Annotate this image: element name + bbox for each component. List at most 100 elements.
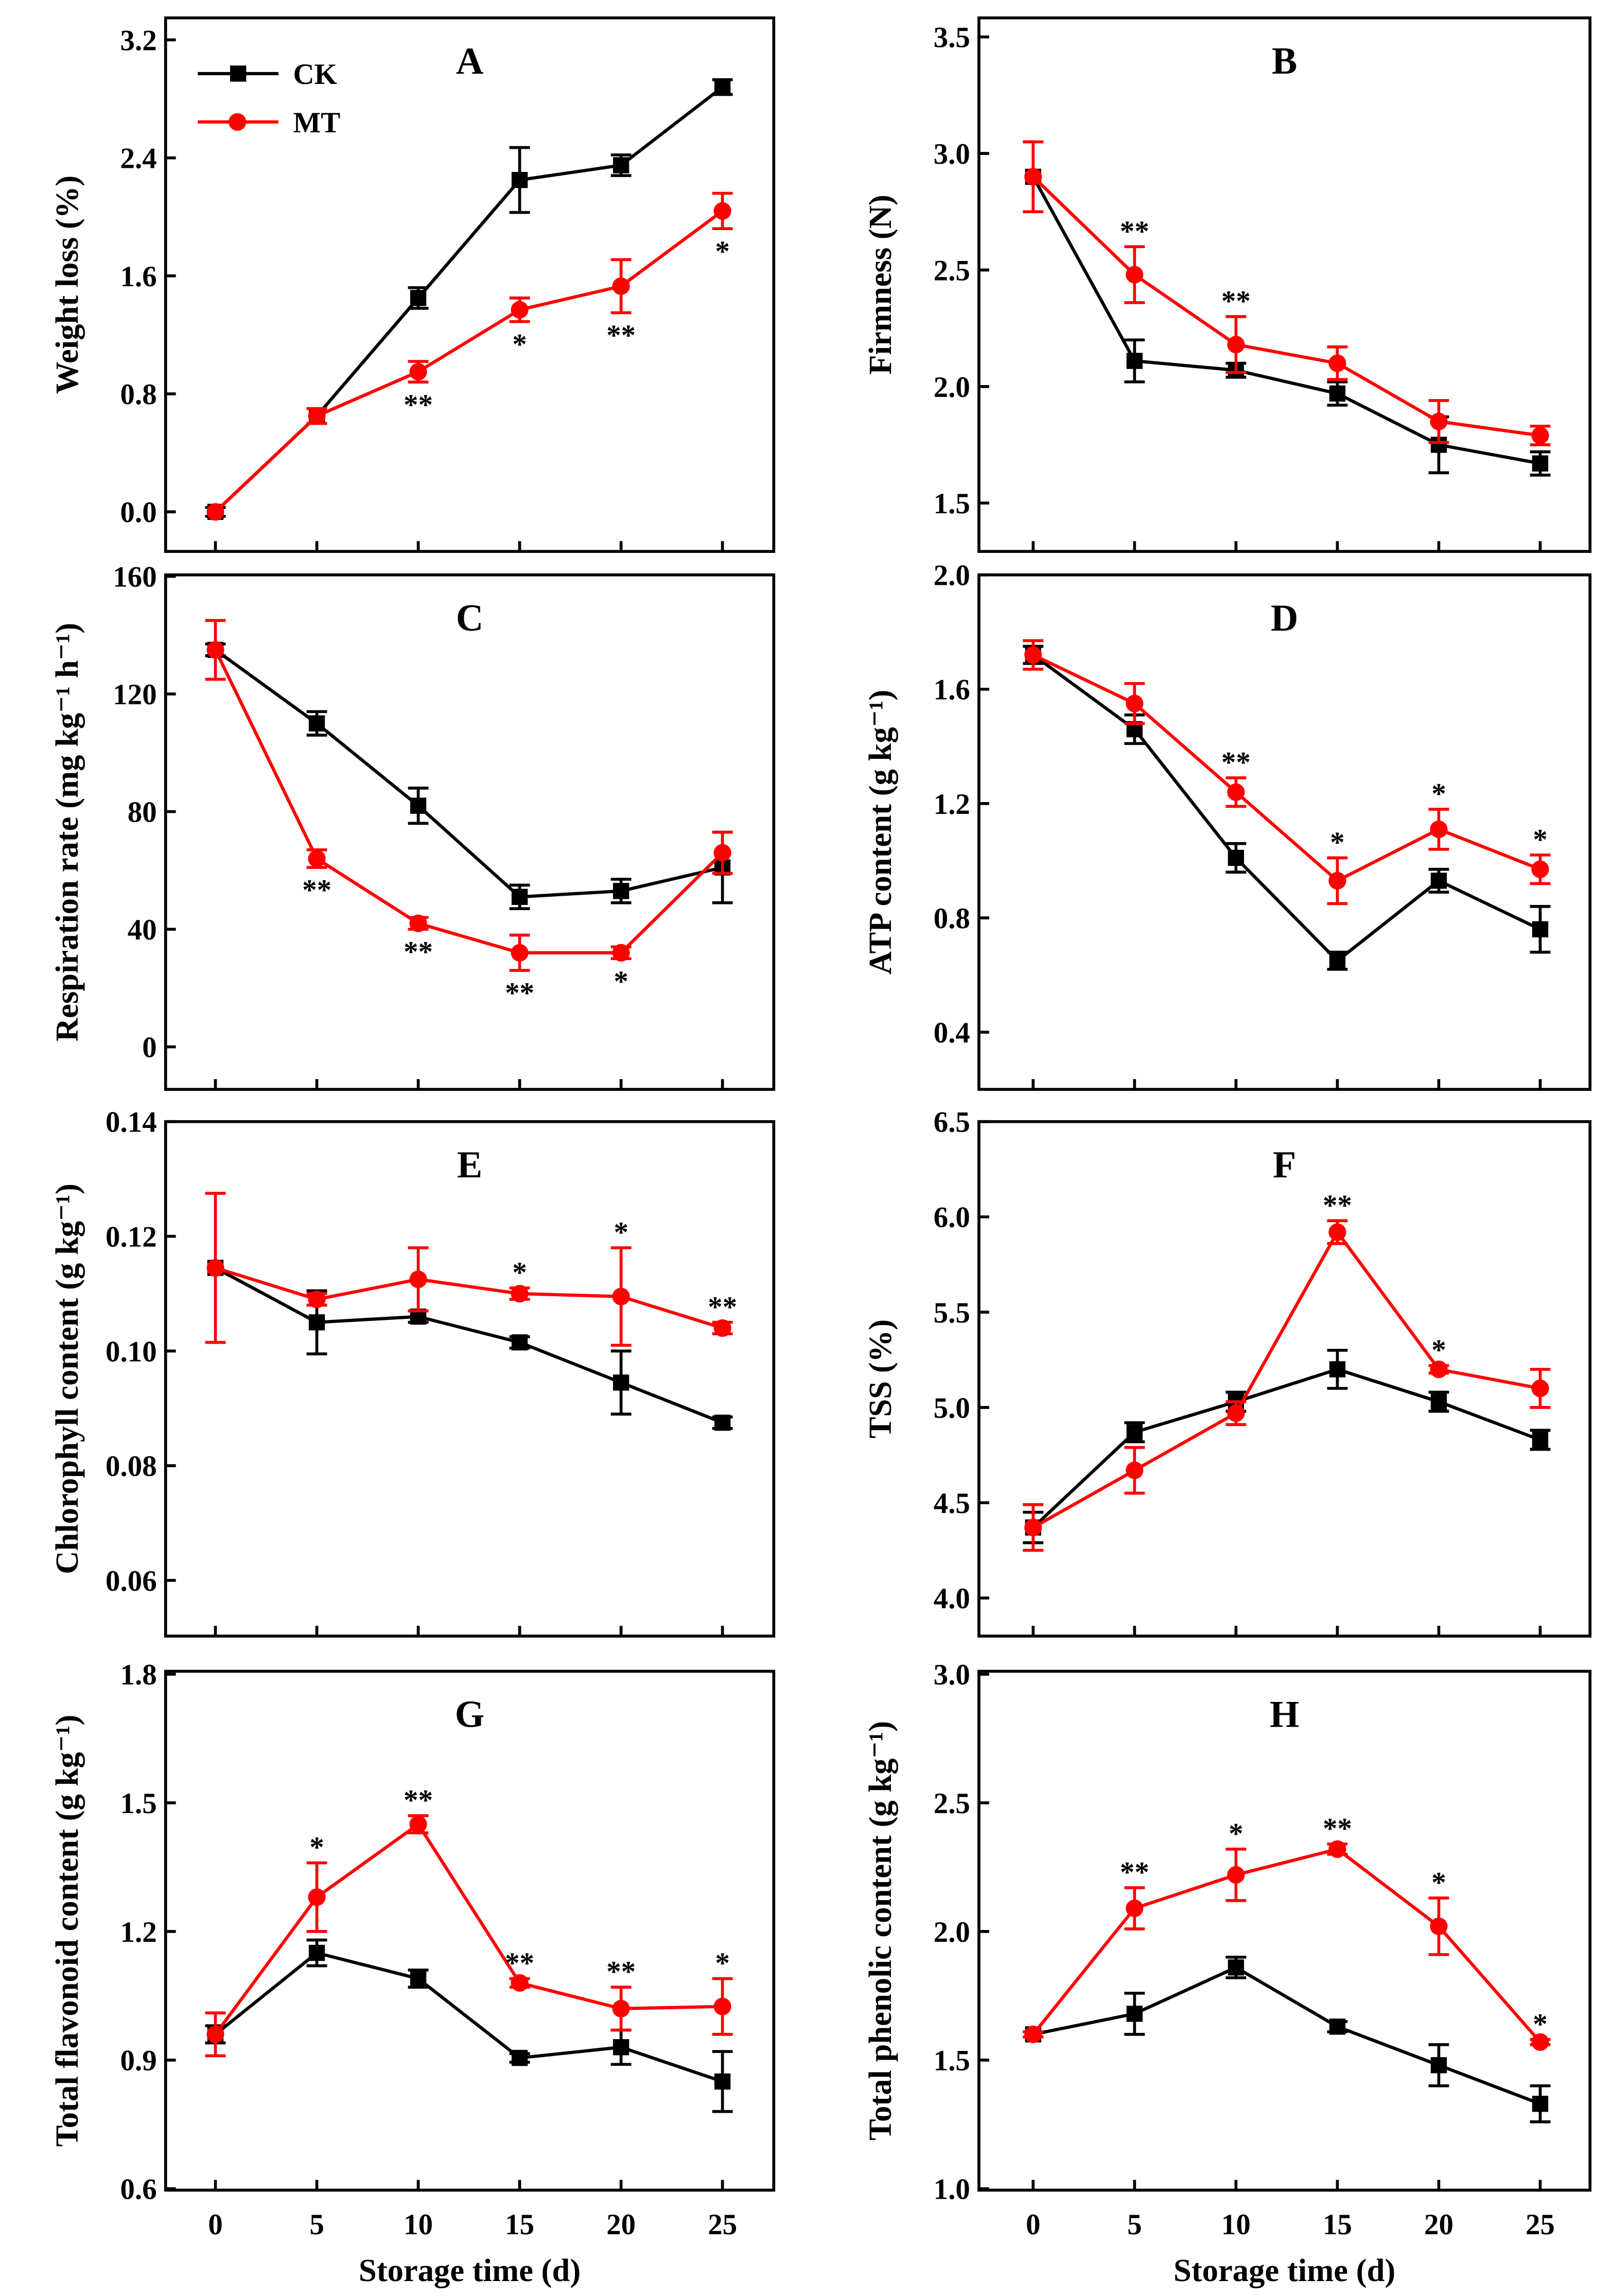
series-line	[214, 648, 723, 899]
data-point	[1228, 1959, 1245, 1976]
x-tick-label: 5	[1127, 2208, 1142, 2241]
panel-label: G	[455, 1694, 485, 1736]
plot-frame	[977, 1120, 1592, 1638]
data-point	[308, 849, 326, 868]
series-line	[214, 85, 724, 513]
series-ck	[1023, 645, 1551, 971]
series-line	[1032, 653, 1541, 963]
series-line	[1032, 1367, 1541, 1529]
plot-frame	[164, 573, 776, 1091]
significance-mark: **	[302, 874, 331, 907]
panel-label: A	[456, 40, 483, 82]
data-point	[1430, 873, 1447, 889]
data-point	[1024, 2025, 1042, 2043]
data-point	[1531, 426, 1549, 444]
y-tick-label: 0.12	[106, 1221, 157, 1253]
significance-mark: *	[614, 1216, 628, 1248]
data-point	[1531, 1379, 1549, 1398]
legend-marker	[229, 113, 247, 131]
series-mt	[1023, 1840, 1551, 2051]
x-tick-label: 10	[404, 2208, 433, 2241]
data-point	[714, 2073, 731, 2090]
data-point	[206, 2025, 224, 2043]
data-point	[1531, 860, 1549, 878]
y-tick-label: 0.9	[120, 2045, 156, 2077]
series-ck	[1023, 1349, 1551, 1544]
y-tick-label: 0.8	[120, 378, 156, 411]
series-ck	[1023, 1955, 1551, 2124]
series-line	[214, 1951, 723, 2083]
data-point	[1329, 1361, 1346, 1378]
data-point	[612, 944, 630, 962]
y-tick-label: 120	[113, 679, 156, 711]
data-point	[1329, 385, 1346, 402]
series-ck	[205, 78, 733, 520]
data-point	[308, 715, 325, 732]
data-point	[713, 844, 731, 862]
y-axis-label: TSS (%)	[862, 1319, 898, 1438]
significance-mark: *	[1431, 1334, 1446, 1366]
x-tick-label: 0	[1026, 2208, 1040, 2241]
data-point	[1430, 1917, 1448, 1935]
series-mt	[1023, 639, 1551, 906]
y-tick-label: 1.6	[120, 260, 156, 293]
plot-frame	[164, 1120, 776, 1638]
panel-label: D	[1271, 597, 1298, 639]
data-point	[1227, 783, 1245, 801]
panel-label: F	[1273, 1144, 1296, 1186]
significance-mark: **	[404, 1784, 433, 1817]
series-mt	[205, 1814, 733, 2058]
data-point	[612, 1288, 630, 1306]
y-tick-label: 0.14	[106, 1106, 157, 1139]
y-tick-label: 2.0	[934, 1916, 970, 1949]
y-tick-label: 0.8	[934, 902, 970, 935]
data-point	[410, 290, 427, 306]
significance-mark: **	[505, 977, 534, 1010]
y-tick-label: 1.8	[120, 1659, 156, 1691]
plot-frame	[977, 1669, 1592, 2192]
series-mt	[1023, 1219, 1551, 1552]
y-tick-label: 4.0	[934, 1582, 970, 1615]
series-line	[214, 649, 724, 954]
series-line	[214, 210, 724, 513]
series-mt	[205, 619, 733, 972]
x-tick-label: 5	[309, 2208, 324, 2241]
data-point	[1532, 1432, 1549, 1448]
data-point	[1227, 336, 1245, 354]
data-point	[1126, 1462, 1144, 1480]
data-point	[1126, 1899, 1144, 1917]
y-tick-label: 3.0	[934, 138, 970, 170]
data-point	[1531, 2033, 1549, 2051]
y-axis-label: Total phenolic content (g kg⁻¹)	[862, 1721, 898, 2141]
y-tick-label: 0.6	[120, 2173, 156, 2205]
data-point	[1126, 1424, 1143, 1440]
data-point	[206, 641, 224, 659]
y-tick-label: 6.5	[934, 1106, 970, 1139]
x-tick-label: 0	[208, 2208, 222, 2241]
data-point	[511, 2049, 528, 2066]
data-point	[1227, 1866, 1245, 1884]
y-tick-label: 1.6	[934, 674, 970, 706]
data-point	[410, 1970, 427, 1987]
x-tick-label: 20	[606, 2208, 636, 2241]
y-tick-label: 0.4	[934, 1017, 970, 1049]
data-point	[308, 1944, 325, 1961]
series-mt	[206, 192, 733, 521]
data-point	[1430, 1360, 1448, 1379]
y-tick-label: 0.0	[120, 496, 156, 529]
y-tick-label: 4.5	[934, 1487, 970, 1520]
significance-mark: *	[512, 328, 527, 360]
y-tick-label: 1.5	[120, 1787, 156, 1820]
data-point	[308, 1888, 326, 1906]
x-tick-label: 20	[1424, 2208, 1453, 2241]
series-ck	[205, 641, 733, 910]
significance-mark: **	[1120, 1856, 1149, 1889]
data-point	[308, 1314, 325, 1331]
series-line	[215, 1266, 723, 1424]
y-tick-label: 2.4	[120, 143, 156, 175]
data-point	[613, 1374, 629, 1391]
y-tick-label: 5.5	[934, 1297, 970, 1329]
data-point	[1227, 1404, 1245, 1422]
